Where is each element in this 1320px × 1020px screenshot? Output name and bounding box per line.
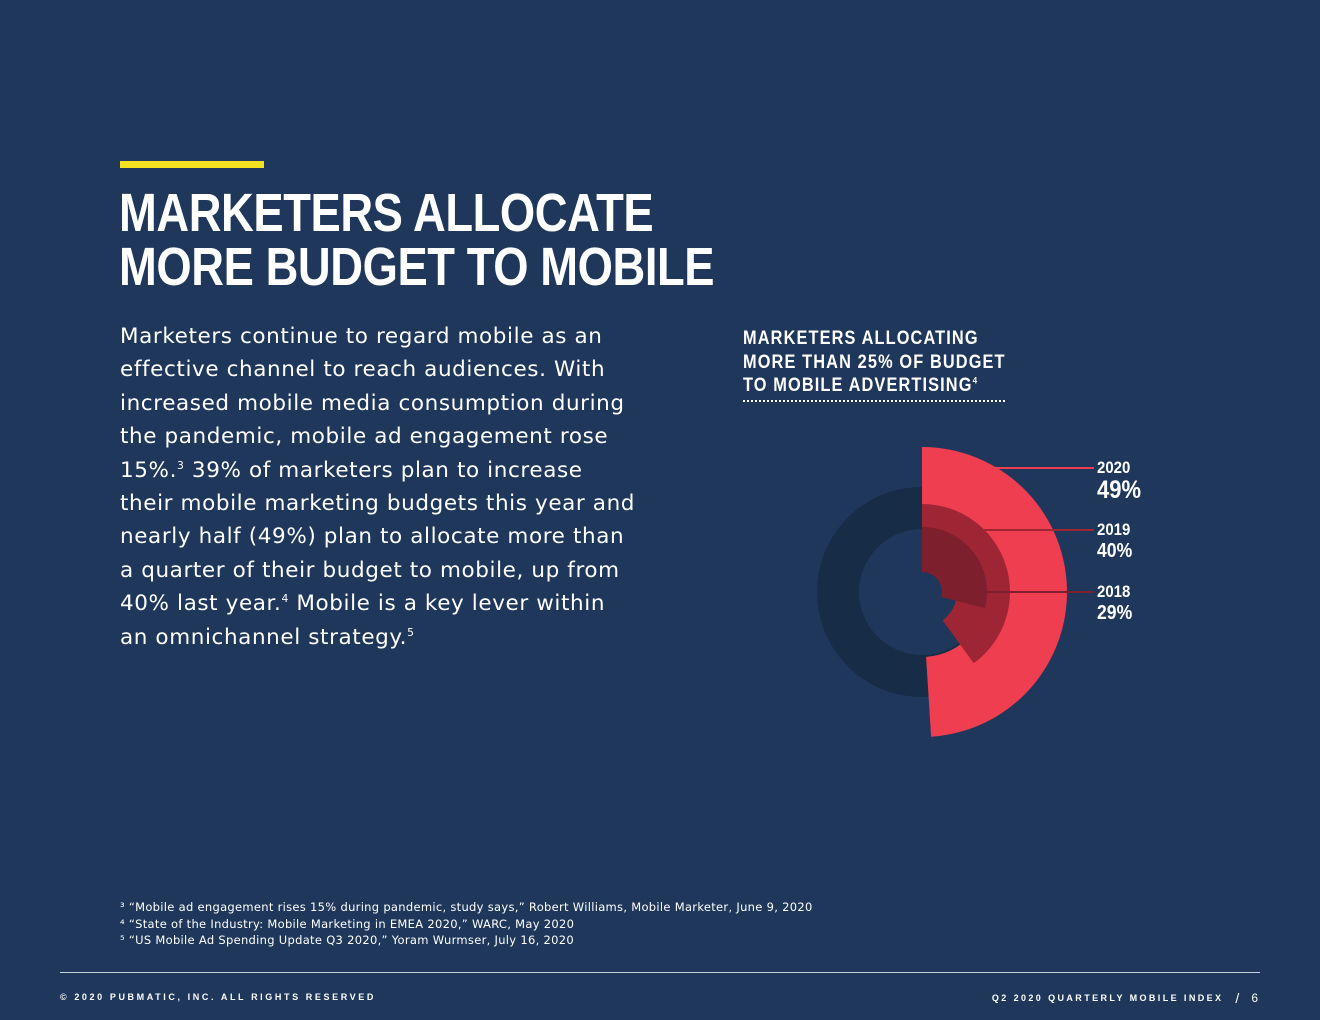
chart-title-line-3: TO MOBILE ADVERTISING4 [743, 374, 1006, 398]
footnote-5: ⁵ “US Mobile Ad Spending Update Q3 2020,… [120, 933, 574, 947]
series-year-2020: 2020 [1097, 458, 1131, 477]
chart-title: MARKETERS ALLOCATING MORE THAN 25% OF BU… [743, 327, 1006, 398]
series-year-2018: 2018 [1097, 582, 1131, 601]
ring-track [817, 487, 1027, 697]
body-paragraph: Marketers continue to regard mobile as a… [120, 320, 640, 654]
body-text-part-1: Marketers continue to regard mobile as a… [120, 324, 625, 483]
page-number: 6 [1251, 991, 1258, 1005]
chart-title-line-2: MORE THAN 25% OF BUDGET [743, 351, 1006, 373]
series-value-2018: 29% [1097, 602, 1133, 624]
page-title-line-1: MARKETERS ALLOCATE [119, 183, 654, 243]
footnote-4: ⁴ “State of the Industry: Mobile Marketi… [120, 916, 575, 931]
series-label-2020: 2020 49% [1097, 458, 1141, 503]
page-title-line-2: MORE BUDGET TO MOBILE [119, 237, 715, 297]
page-title: MARKETERS ALLOCATE MORE BUDGET TO MOBILE [119, 183, 715, 297]
footnote-3: ³ “Mobile ad engagement rises 15% during… [120, 900, 813, 914]
footnote-ref-5: 5 [407, 625, 415, 639]
body-text-part-3: Mobile is a key lever within an omnichan… [120, 591, 606, 650]
footer-meta: Q2 2020 QUARTERLY MOBILE INDEX / 6 [992, 990, 1258, 1006]
chart-title-ref: 4 [972, 375, 979, 387]
series-value-2019: 40% [1097, 540, 1133, 562]
chart-title-line-3-text: TO MOBILE ADVERTISING [743, 375, 973, 396]
footnote-ref-3: 3 [177, 458, 185, 472]
footnote-ref-4: 4 [281, 592, 289, 606]
footer-publication: Q2 2020 QUARTERLY MOBILE INDEX [991, 993, 1224, 1003]
series-value-2020: 49% [1097, 476, 1142, 504]
footnotes: ³ “Mobile ad engagement rises 15% during… [120, 899, 813, 949]
chart-title-underline [743, 400, 1005, 402]
accent-bar [120, 161, 264, 168]
series-label-2018: 2018 29% [1097, 582, 1132, 625]
series-year-2019: 2019 [1097, 520, 1131, 539]
footer-copyright: © 2020 PUBMATIC, INC. ALL RIGHTS RESERVE… [60, 992, 376, 1002]
body-text-part-2: 39% of marketers plan to increase their … [120, 457, 636, 617]
ring-2018 [922, 527, 987, 609]
footer-separator: / [1235, 990, 1240, 1006]
chart-title-line-1: MARKETERS ALLOCATING [743, 328, 979, 349]
series-label-2019: 2019 40% [1097, 520, 1132, 563]
ring-2020 [922, 447, 1067, 737]
ring-2019 [922, 504, 1010, 664]
footer-divider [60, 972, 1260, 973]
